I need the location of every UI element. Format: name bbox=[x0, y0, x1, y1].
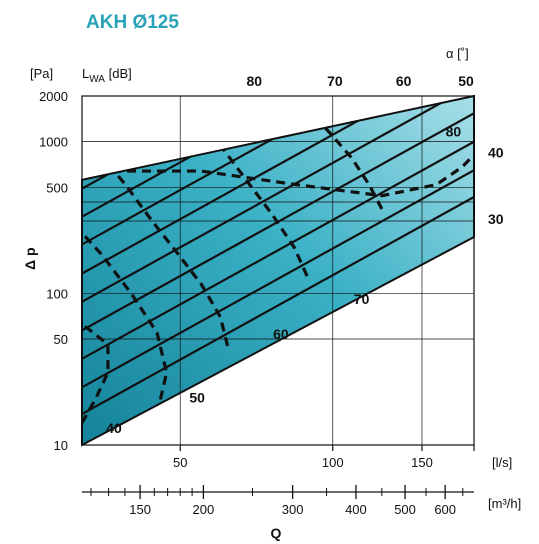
alpha-label: 80 bbox=[246, 73, 262, 89]
y-tick-label: 50 bbox=[54, 332, 68, 347]
x-tick-label: 100 bbox=[322, 455, 344, 470]
plot-frame bbox=[81, 95, 475, 446]
x2-unit-label: [m³/h] bbox=[488, 496, 521, 511]
y-tick-label: 1000 bbox=[39, 135, 68, 150]
alpha-label: 60 bbox=[396, 73, 412, 89]
secondary-x-axis-ticks: 150 200 300 400 500 600 bbox=[90, 485, 464, 517]
chart-title: AKH Ø125 bbox=[86, 12, 179, 33]
lwa-curve-edge bbox=[82, 153, 474, 198]
alpha-label: 50 bbox=[458, 73, 474, 89]
x-axis-ticks: 50 100 150 bbox=[173, 445, 475, 470]
x-tick-label: 150 bbox=[411, 455, 433, 470]
lwa-curve bbox=[82, 323, 110, 424]
alpha-label: 70 bbox=[327, 73, 343, 89]
lwa-curve-label: 50 bbox=[189, 390, 205, 406]
x-axis-title: Q bbox=[271, 525, 282, 541]
x-unit-label: [l/s] bbox=[492, 455, 512, 470]
lwa-curve-label: 70 bbox=[354, 291, 370, 307]
operating-band bbox=[82, 96, 474, 445]
lwa-curve-label: 60 bbox=[273, 326, 289, 342]
x2-tick-label: 400 bbox=[345, 502, 367, 517]
x2-tick-label: 600 bbox=[434, 502, 456, 517]
x2-tick-label: 500 bbox=[394, 502, 416, 517]
y-axis-ticks: 10 50 100 500 1000 2000 bbox=[39, 89, 68, 453]
x2-tick-label: 300 bbox=[282, 502, 304, 517]
blade-line bbox=[82, 169, 474, 389]
blade-line bbox=[82, 140, 474, 360]
blade-line bbox=[82, 96, 474, 275]
x-tick-label: 50 bbox=[173, 455, 187, 470]
lwa-curve-label: 80 bbox=[446, 124, 462, 140]
lwa-curve-label: 40 bbox=[106, 420, 122, 436]
lwa-curve bbox=[82, 231, 169, 415]
y-tick-label: 500 bbox=[46, 180, 68, 195]
curve-labels: 40 50 60 70 80 80 70 60 50 40 30 bbox=[106, 73, 504, 436]
lwa-label: LWA [dB] bbox=[82, 66, 132, 85]
y-unit-label: [Pa] bbox=[30, 66, 53, 81]
y-tick-label: 2000 bbox=[39, 89, 68, 104]
alpha-label: 40 bbox=[488, 144, 504, 160]
x2-tick-label: 200 bbox=[193, 502, 215, 517]
y-axis-title: Δ p bbox=[22, 247, 38, 270]
blade-line bbox=[82, 196, 474, 416]
alpha-label: α [˚] bbox=[446, 46, 469, 61]
x2-tick-label: 150 bbox=[129, 502, 151, 517]
y-tick-label: 10 bbox=[54, 438, 68, 453]
alpha-label: 30 bbox=[488, 211, 504, 227]
blade-line bbox=[82, 96, 474, 303]
lwa-curve bbox=[82, 137, 230, 347]
y-tick-label: 100 bbox=[46, 286, 68, 301]
